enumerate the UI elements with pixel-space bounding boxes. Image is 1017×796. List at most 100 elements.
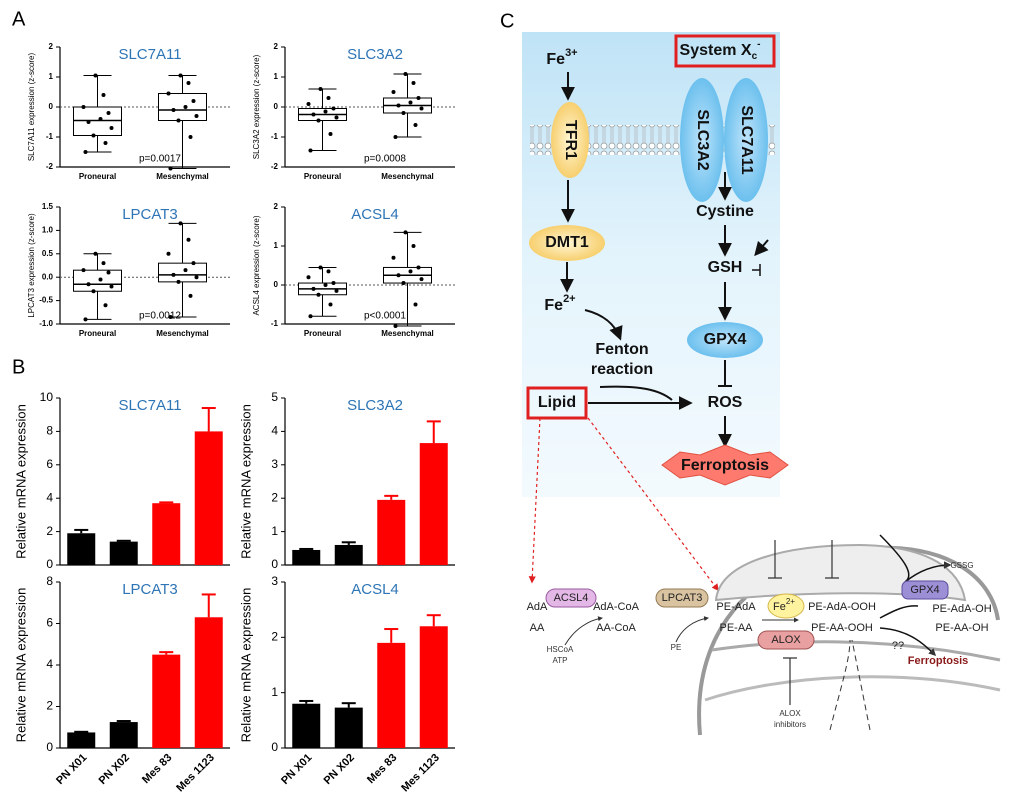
arrow [564,616,603,646]
bar [109,541,138,565]
data-point [168,166,173,171]
data-point [318,265,323,270]
transporter [724,78,768,202]
data-point [191,261,196,266]
data-point [403,72,408,76]
y-axis-label: LPCAT3 expression (z-score) [27,213,36,318]
data-point [318,87,323,91]
node-label: GPX4 [704,331,747,348]
x-tick-label: Proneural [304,329,341,338]
data-point [393,135,398,139]
node-label: ATP [553,656,568,665]
y-axis-label: Relative mRNA expression [238,588,253,743]
bar [109,722,138,748]
data-point [413,123,418,127]
data-point [176,279,181,284]
data-point [86,282,91,287]
node-label: Ferroptosis [908,655,969,667]
y-axis-label: Relative mRNA expression [13,588,28,743]
data-point [396,103,401,108]
node-label: TFR1 [562,120,579,160]
inhibit [783,657,797,705]
y-tick-label: 0 [271,557,278,571]
data-point [416,265,421,270]
data-point [194,114,199,118]
y-tick-label: 3 [271,574,278,588]
node-label: GPX4 [910,584,939,596]
y-tick-label: 6 [46,616,53,630]
superscript: - [757,39,760,50]
data-point [413,302,418,307]
data-point [91,289,96,294]
node-label: Cystine [696,203,754,220]
y-tick-label: 0.5 [42,249,54,258]
burst [661,444,789,486]
node-label: Fe2+ [773,597,795,613]
enzyme [901,580,949,600]
node-label: System Xc- [680,39,761,62]
data-point [171,272,176,277]
y-tick-label: 6 [46,457,53,471]
enzyme [687,322,763,358]
data-point [401,281,406,286]
data-point [408,269,413,274]
x-tick-label: Proneural [79,172,116,181]
data-point [328,302,333,307]
node-label: PE-AdA [716,601,756,613]
panel-label: A [12,8,26,30]
y-tick-label: 0 [49,102,54,111]
bar [194,617,223,748]
transporter [529,225,605,261]
superscript: 2+ [786,597,795,606]
y-tick-label: 1 [271,524,278,538]
y-tick-label: 4 [46,490,53,504]
y-axis-label: ACSL4 expression (z-score) [252,215,261,315]
node-label: PE-AA-OH [935,622,988,634]
data-point [166,251,171,256]
data-point [171,108,176,112]
y-tick-label: 4 [46,657,53,671]
data-point [323,283,328,287]
x-tick-label: Mesenchymal [381,329,433,338]
superscript: 3+ [565,47,578,59]
chart-title: SLC3A2 [347,397,403,414]
annotation: p=0.0008 [364,154,406,165]
y-tick-label: 1 [271,685,278,699]
y-tick-label: 2 [274,202,279,211]
data-point [308,314,313,319]
y-tick-label: 1 [49,72,54,81]
node-label: PE-AdA-OH [932,603,991,615]
node-label: Fe3+ [546,47,577,68]
data-point [331,106,336,111]
node-label: AA-CoA [596,622,636,634]
data-point [393,323,398,328]
node-label: AdA [527,601,548,613]
data-point [101,93,106,97]
y-tick-label: -2 [271,162,279,171]
data-point [326,96,331,100]
y-tick-label: -1.0 [39,319,53,328]
y-tick-label: -0.5 [39,296,53,305]
data-point [331,281,336,286]
node-label: DMT1 [545,234,589,251]
data-point [326,269,331,274]
data-point [178,73,183,78]
chart-title: LPCAT3 [122,206,178,223]
data-point [86,120,91,124]
y-tick-label: 0.0 [42,272,54,281]
x-tick-label: Proneural [304,172,341,181]
data-point [334,288,339,293]
x-tick-label: Mesenchymal [156,172,208,181]
data-point [81,105,86,109]
data-point [101,261,106,266]
bar [67,533,96,565]
y-tick-label: 3 [271,457,278,471]
inhibit [768,540,839,579]
bar [292,549,321,565]
data-point [93,73,98,78]
inhibit [752,264,761,276]
y-tick-label: 2 [271,490,278,504]
x-tick-label: PN X02 [97,752,132,787]
node-label: AA [530,622,545,634]
chart-title: ACSL4 [351,206,399,223]
